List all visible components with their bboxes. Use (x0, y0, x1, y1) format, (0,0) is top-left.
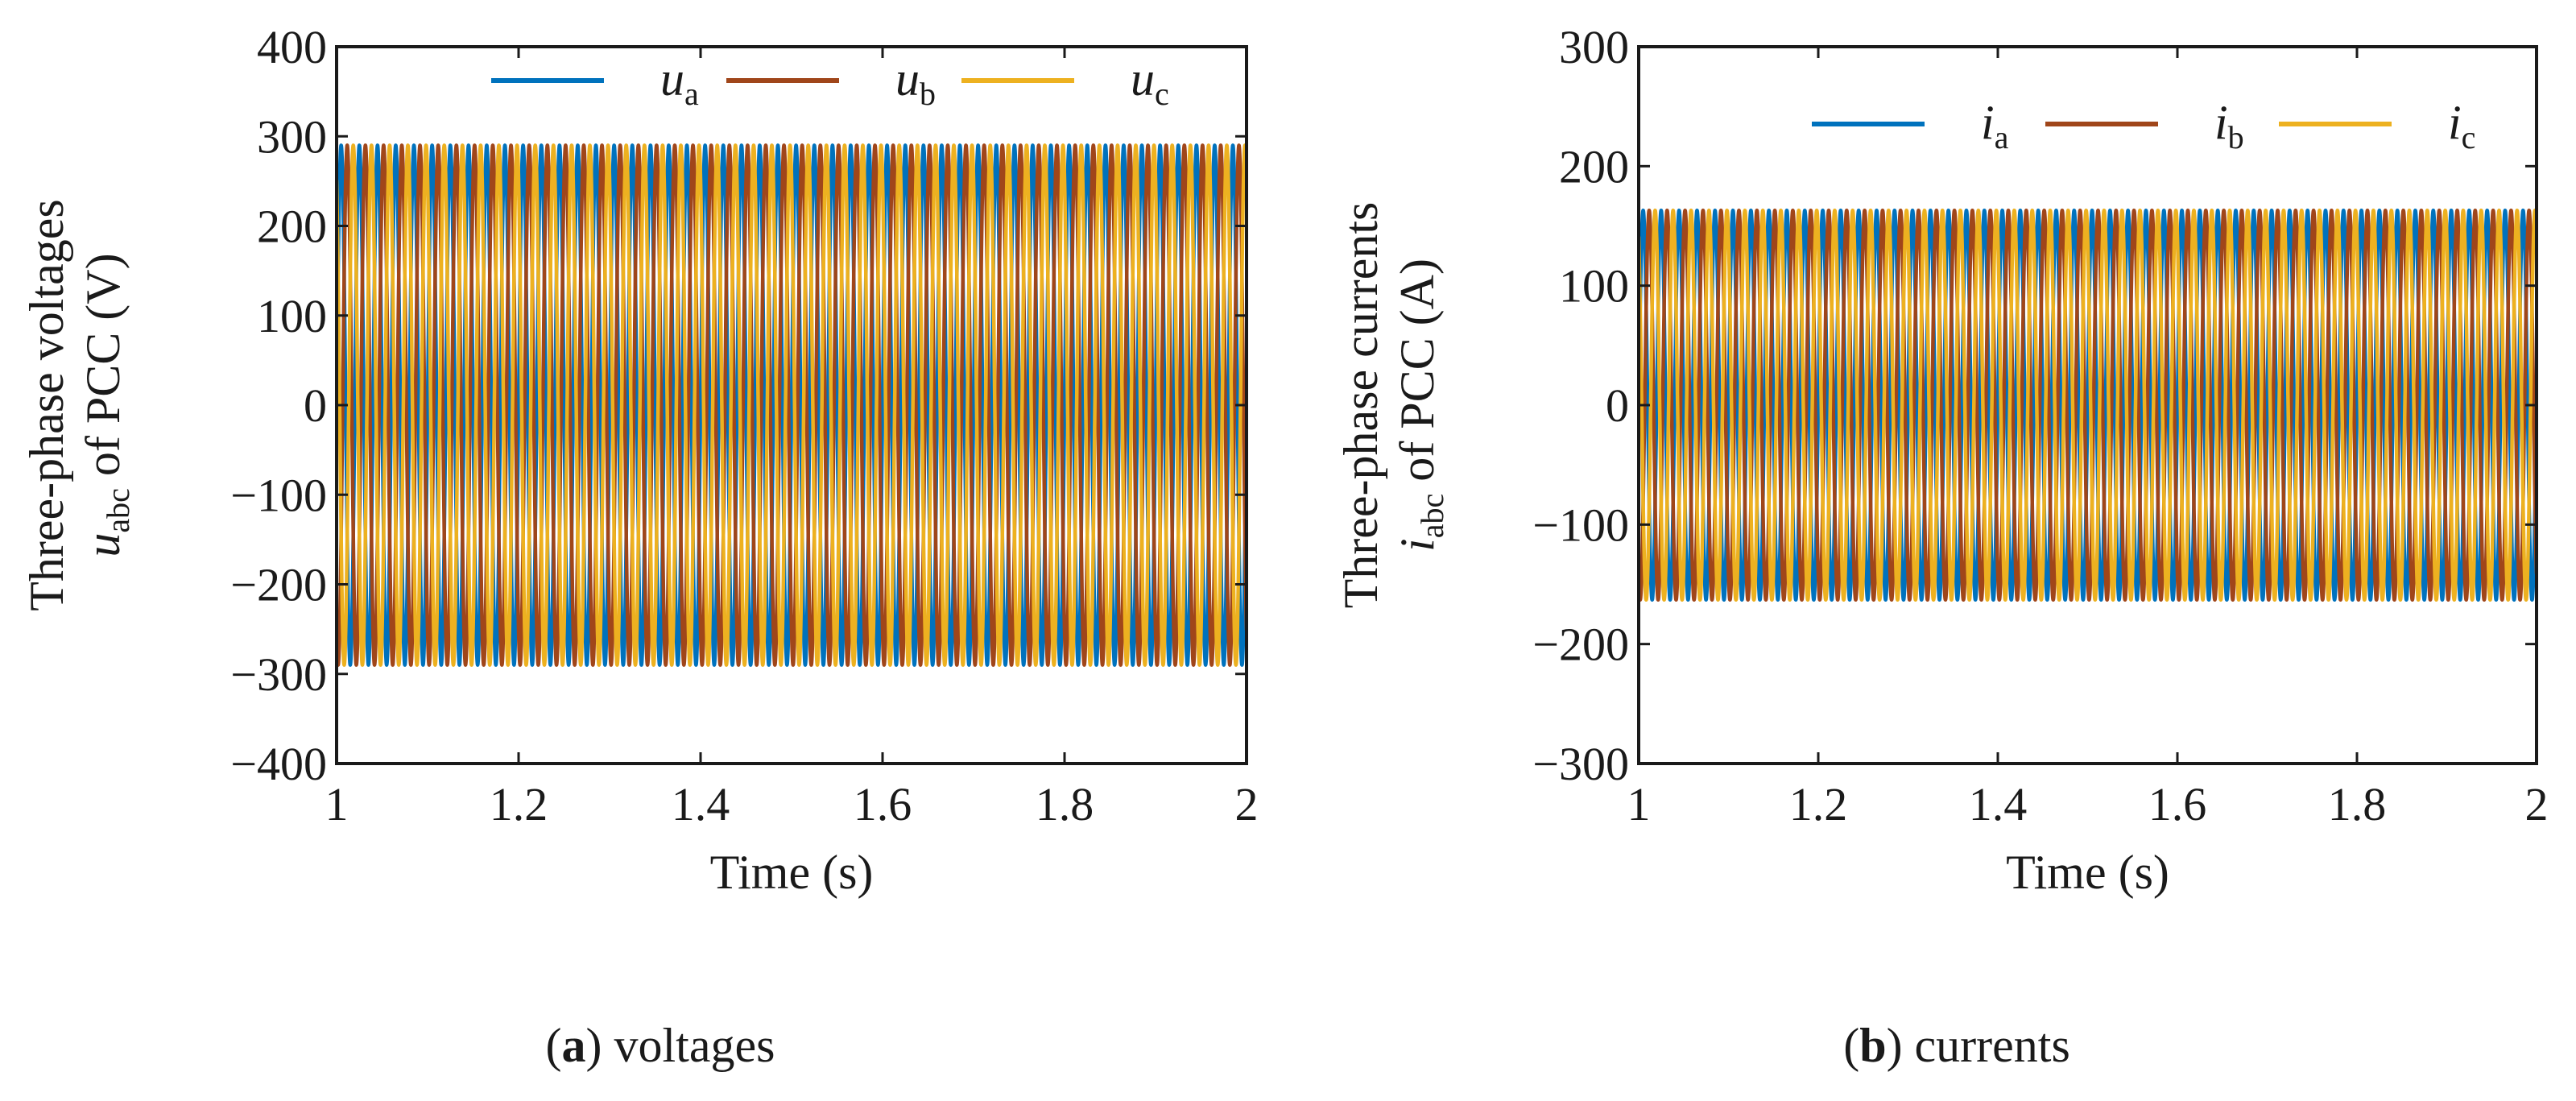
y-tick-label: −400 (230, 738, 327, 790)
voltages-caption-text: voltages (614, 1019, 775, 1072)
series-line-ub (337, 143, 1247, 667)
currents-y-suffix: of PCC (A) (1391, 259, 1444, 494)
currents-y-subscript: abc (1414, 494, 1450, 539)
legend-entry: ub (895, 52, 936, 112)
voltages-y-subscript: abc (100, 488, 136, 533)
currents-caption-label: b (1859, 1019, 1886, 1072)
y-tick-label: 200 (257, 201, 327, 253)
y-tick-label: 100 (1559, 260, 1629, 313)
currents-x-axis-label: Time (s) (2006, 846, 2169, 899)
voltages-x-ticks: 1 1.2 1.4 1.6 1.8 2 (325, 47, 1259, 830)
legend-entry: ib (2214, 96, 2244, 155)
y-tick-label: 300 (257, 110, 327, 163)
currents-y-symbol: i (1391, 538, 1444, 552)
currents-y-ticks: 300 200 100 0 −100 −200 −300 (1532, 21, 2537, 790)
series-line-ia (1639, 208, 2537, 602)
panel-currents: 1 1.2 1.4 1.6 1.8 2 300 200 100 0 −100 −200 −300 Ti… (1334, 21, 2549, 1072)
y-tick-label: −300 (230, 648, 327, 701)
legend-entry: ua (660, 52, 699, 112)
y-tick-label: 0 (304, 379, 327, 432)
series-line-uc (337, 143, 1247, 667)
y-tick-label: 300 (1559, 21, 1629, 73)
x-tick-label: 1.4 (672, 778, 730, 830)
voltages-y-suffix: of PCC (V) (76, 253, 130, 488)
currents-legend: ia ib ic (1812, 96, 2475, 155)
voltages-y-axis-label-line2: uabc of PCC (V) (76, 253, 136, 557)
legend-entry: ic (2448, 96, 2475, 155)
series-line-ib (1639, 208, 2537, 602)
x-tick-label: 1.4 (1969, 778, 2028, 830)
x-tick-label: 1.6 (2148, 778, 2207, 830)
x-tick-label: 1 (1627, 778, 1651, 830)
legend-entry: uc (1131, 52, 1169, 112)
currents-caption: (b) currents (1843, 1019, 2070, 1072)
y-tick-label: 100 (257, 290, 327, 342)
currents-plot-area (1639, 208, 2537, 602)
currents-x-ticks: 1 1.2 1.4 1.6 1.8 2 (1627, 47, 2549, 830)
voltages-caption: (a) voltages (546, 1019, 775, 1072)
x-tick-label: 2 (1235, 778, 1259, 830)
currents-y-axis-label-line1: Three-phase currents (1334, 202, 1387, 609)
voltages-y-symbol: u (76, 533, 130, 557)
voltages-caption-label: a (562, 1019, 586, 1072)
panel-voltages: 1 1.2 1.4 1.6 1.8 2 400 300 200 100 0 −100 −200 −300… (20, 21, 1259, 1072)
voltages-y-ticks: 400 300 200 100 0 −100 −200 −300 −400 (230, 21, 1247, 790)
y-tick-label: −200 (1532, 619, 1629, 671)
currents-caption-text: currents (1915, 1019, 2070, 1072)
voltages-y-axis-label-line1: Three-phase voltages (20, 199, 73, 611)
x-tick-label: 1.2 (490, 778, 548, 830)
y-tick-label: −100 (1532, 499, 1629, 551)
x-tick-label: 1.8 (1036, 778, 1094, 830)
legend-entry: ia (1981, 96, 2009, 155)
x-tick-label: 1.8 (2328, 778, 2387, 830)
voltages-x-axis-label: Time (s) (710, 846, 874, 899)
y-tick-label: 400 (257, 21, 327, 73)
x-tick-label: 1 (325, 778, 349, 830)
x-tick-label: 1.6 (854, 778, 912, 830)
y-tick-label: 0 (1606, 379, 1629, 432)
y-tick-label: −200 (230, 559, 327, 611)
y-tick-label: −300 (1532, 738, 1629, 790)
y-tick-label: 200 (1559, 140, 1629, 192)
currents-y-axis-label-line2: iabc of PCC (A) (1391, 259, 1450, 552)
x-tick-label: 2 (2525, 778, 2549, 830)
voltages-plot-area (337, 143, 1247, 667)
voltages-legend: ua ub uc (491, 52, 1169, 112)
x-tick-label: 1.2 (1789, 778, 1848, 830)
y-tick-label: −100 (230, 469, 327, 521)
series-line-ic (1639, 208, 2537, 602)
series-line-ua (337, 143, 1247, 667)
